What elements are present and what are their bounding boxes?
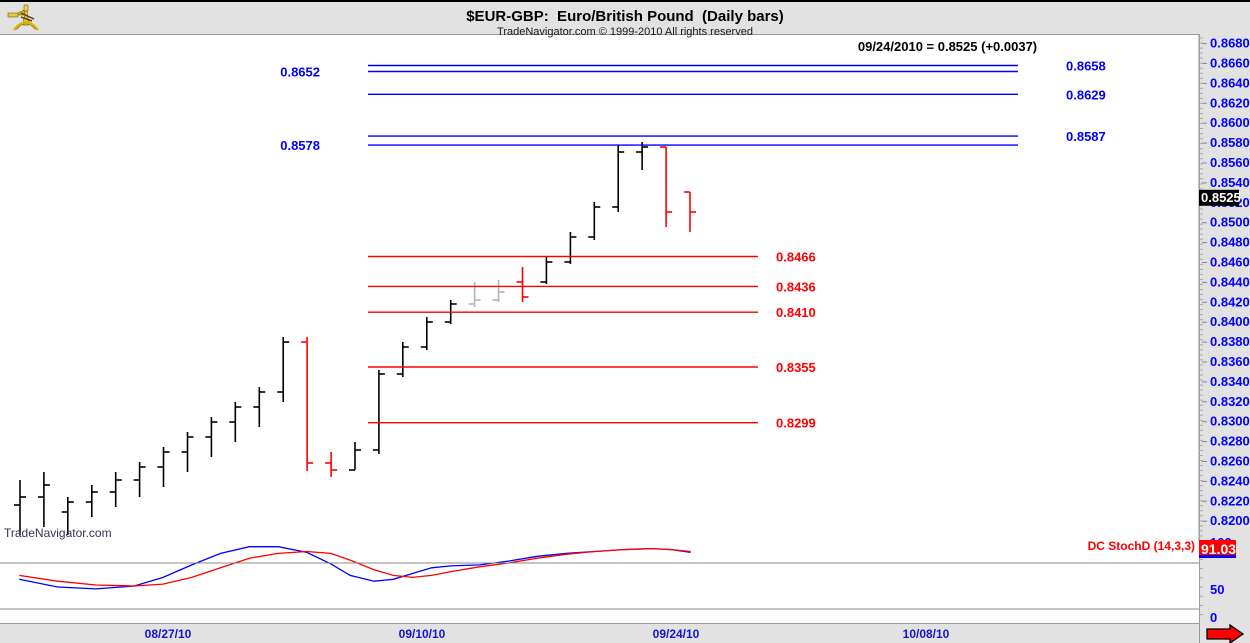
svg-text:0.8260: 0.8260 [1210, 454, 1250, 469]
svg-text:0.8640: 0.8640 [1210, 75, 1250, 90]
svg-text:0.8560: 0.8560 [1210, 155, 1250, 170]
svg-text:0.8360: 0.8360 [1210, 354, 1250, 369]
svg-text:0.8220: 0.8220 [1210, 493, 1250, 508]
svg-text:0.8652: 0.8652 [280, 65, 320, 80]
svg-text:0.8200: 0.8200 [1210, 513, 1250, 528]
svg-text:0.8355: 0.8355 [776, 360, 816, 375]
svg-text:0.8466: 0.8466 [776, 250, 816, 265]
svg-text:0.8578: 0.8578 [280, 138, 320, 153]
svg-text:91.03: 91.03 [1201, 541, 1236, 557]
svg-text:0.8436: 0.8436 [776, 279, 816, 294]
svg-text:0.8540: 0.8540 [1210, 175, 1250, 190]
svg-text:0.8440: 0.8440 [1210, 274, 1250, 289]
svg-text:50: 50 [1210, 582, 1224, 597]
svg-text:0.8620: 0.8620 [1210, 95, 1250, 110]
svg-text:0.8658: 0.8658 [1066, 59, 1106, 74]
svg-text:TradeNavigator.com: TradeNavigator.com [4, 526, 112, 540]
svg-text:0.8480: 0.8480 [1210, 235, 1250, 250]
svg-text:0.8629: 0.8629 [1066, 87, 1106, 102]
svg-text:0.8280: 0.8280 [1210, 434, 1250, 449]
svg-text:0.8340: 0.8340 [1210, 374, 1250, 389]
svg-text:0.8500: 0.8500 [1210, 215, 1250, 230]
svg-text:0.8660: 0.8660 [1210, 56, 1250, 71]
svg-text:0: 0 [1210, 610, 1217, 625]
svg-text:0.8680: 0.8680 [1210, 36, 1250, 51]
svg-text:0.8420: 0.8420 [1210, 294, 1250, 309]
svg-text:0.8299: 0.8299 [776, 416, 816, 431]
svg-text:0.8400: 0.8400 [1210, 314, 1250, 329]
svg-text:0.8525: 0.8525 [1201, 190, 1241, 205]
svg-text:0.8410: 0.8410 [776, 305, 816, 320]
svg-text:0.8380: 0.8380 [1210, 334, 1250, 349]
svg-text:0.8600: 0.8600 [1210, 115, 1250, 130]
svg-text:0.8587: 0.8587 [1066, 129, 1106, 144]
svg-text:0.8460: 0.8460 [1210, 255, 1250, 270]
svg-text:DC StochD (14,3,3): DC StochD (14,3,3) [1088, 539, 1195, 553]
svg-text:0.8300: 0.8300 [1210, 414, 1250, 429]
svg-text:0.8580: 0.8580 [1210, 135, 1250, 150]
svg-text:0.8320: 0.8320 [1210, 394, 1250, 409]
svg-text:0.8240: 0.8240 [1210, 473, 1250, 488]
